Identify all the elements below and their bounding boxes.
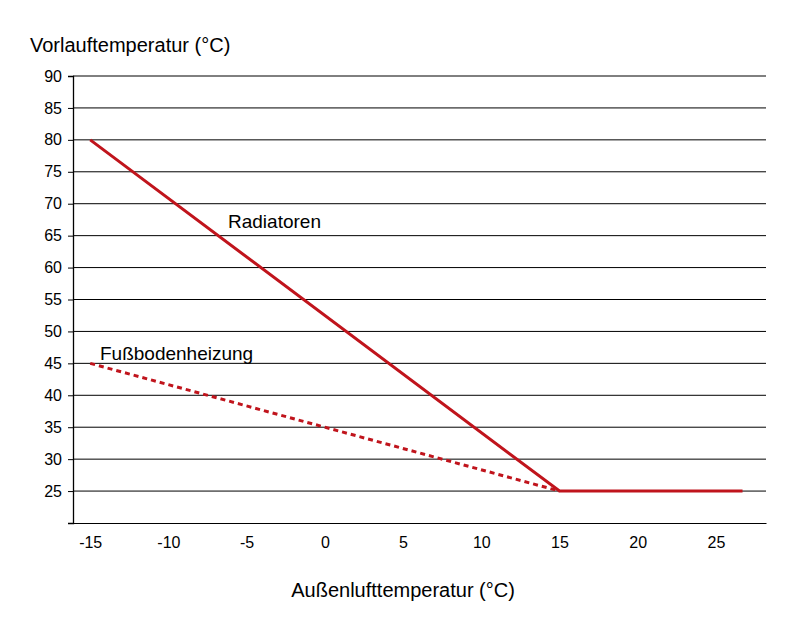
x-axis-line [74,523,767,524]
y-tick: 80 [44,131,73,148]
grid [73,76,766,491]
y-tick-label: 65 [44,227,62,244]
y-tick-label: 45 [44,355,62,372]
y-axis: 25 30 35 40 45 50 55 60 65 70 75 80 85 90 [44,68,73,524]
y-tick-label: 30 [44,451,62,468]
y-tick-mark [68,172,73,173]
grid-line [73,139,766,140]
x-tick: 25 [708,523,726,551]
y-tick-mark [68,331,73,332]
x-tick: 15 [551,523,569,551]
y-tick: 25 [44,483,73,500]
y-tick-mark [68,300,73,301]
y-tick: 60 [44,259,73,276]
y-tick-label: 55 [44,291,62,308]
y-tick-mark [68,140,73,141]
y-axis-line [68,77,74,524]
series-line [90,140,742,491]
x-tick-label: 5 [399,534,408,551]
grid-line [73,427,766,428]
x-tick-label: 25 [708,534,726,551]
y-tick-mark [68,363,73,364]
y-tick: 75 [44,163,73,180]
y-tick-label: 50 [44,323,62,340]
grid-line [73,76,766,77]
y-tick-label: 75 [44,163,62,180]
y-tick-mark [68,427,73,428]
x-axis-title: Außenlufttemperatur (°C) [291,579,515,601]
series-label: Fußbodenheizung [100,343,253,364]
grid-line [73,395,766,396]
y-tick-label: 60 [44,259,62,276]
x-tick-label: 20 [629,534,647,551]
y-tick-label: 40 [44,387,62,404]
y-tick-mark [68,268,73,269]
y-tick-label: 35 [44,419,62,436]
x-tick: -10 [157,523,180,551]
y-tick-mark [68,204,73,205]
y-tick: 65 [44,227,73,244]
chart: 25 30 35 40 45 50 55 60 65 70 75 80 85 90 -15 -10 -5 0 5 10… [0,0,798,629]
y-tick: 50 [44,323,73,340]
y-tick-label: 80 [44,131,62,148]
x-tick: -5 [240,523,254,551]
y-tick-mark [68,108,73,109]
series-line [90,363,559,491]
y-tick-label: 90 [44,68,62,85]
y-tick-mark [68,491,73,492]
x-tick: 20 [629,523,647,551]
x-tick-label: -15 [79,534,102,551]
y-tick: 35 [44,419,73,436]
y-tick-label: 70 [44,195,62,212]
y-axis-title: Vorlauftemperatur (°C) [30,34,230,56]
y-tick-mark [68,236,73,237]
plot: 25 30 35 40 45 50 55 60 65 70 75 80 85 90 -15 -10 -5 0 5 10… [44,68,766,552]
y-tick: 70 [44,195,73,212]
x-tick: 10 [473,523,491,551]
x-tick-label: -10 [157,534,180,551]
y-tick-label: 25 [44,483,62,500]
y-tick: 85 [44,100,73,117]
y-tick: 45 [44,355,73,372]
grid-line [73,459,766,460]
grid-line [73,267,766,268]
x-tick-label: -5 [240,534,254,551]
lines [90,140,742,491]
series-label: Radiatoren [228,211,321,232]
y-tick: 40 [44,387,73,404]
x-axis: -15 -10 -5 0 5 10 15 20 25 [74,523,767,551]
x-tick-label: 10 [473,534,491,551]
y-tick: 30 [44,451,73,468]
x-tick: 0 [321,523,330,551]
y-tick: 55 [44,291,73,308]
grid-line [73,299,766,300]
y-tick: 90 [44,68,73,85]
grid-line [73,107,766,108]
x-tick-label: 0 [321,534,330,551]
grid-line [73,235,766,236]
y-tick-mark [68,76,73,77]
x-tick: -15 [79,523,102,551]
y-tick-mark [68,459,73,460]
x-tick: 5 [399,523,408,551]
grid-line [73,331,766,332]
grid-line [73,171,766,172]
y-tick-label: 85 [44,100,62,117]
x-tick-label: 15 [551,534,569,551]
y-tick-mark [68,395,73,396]
